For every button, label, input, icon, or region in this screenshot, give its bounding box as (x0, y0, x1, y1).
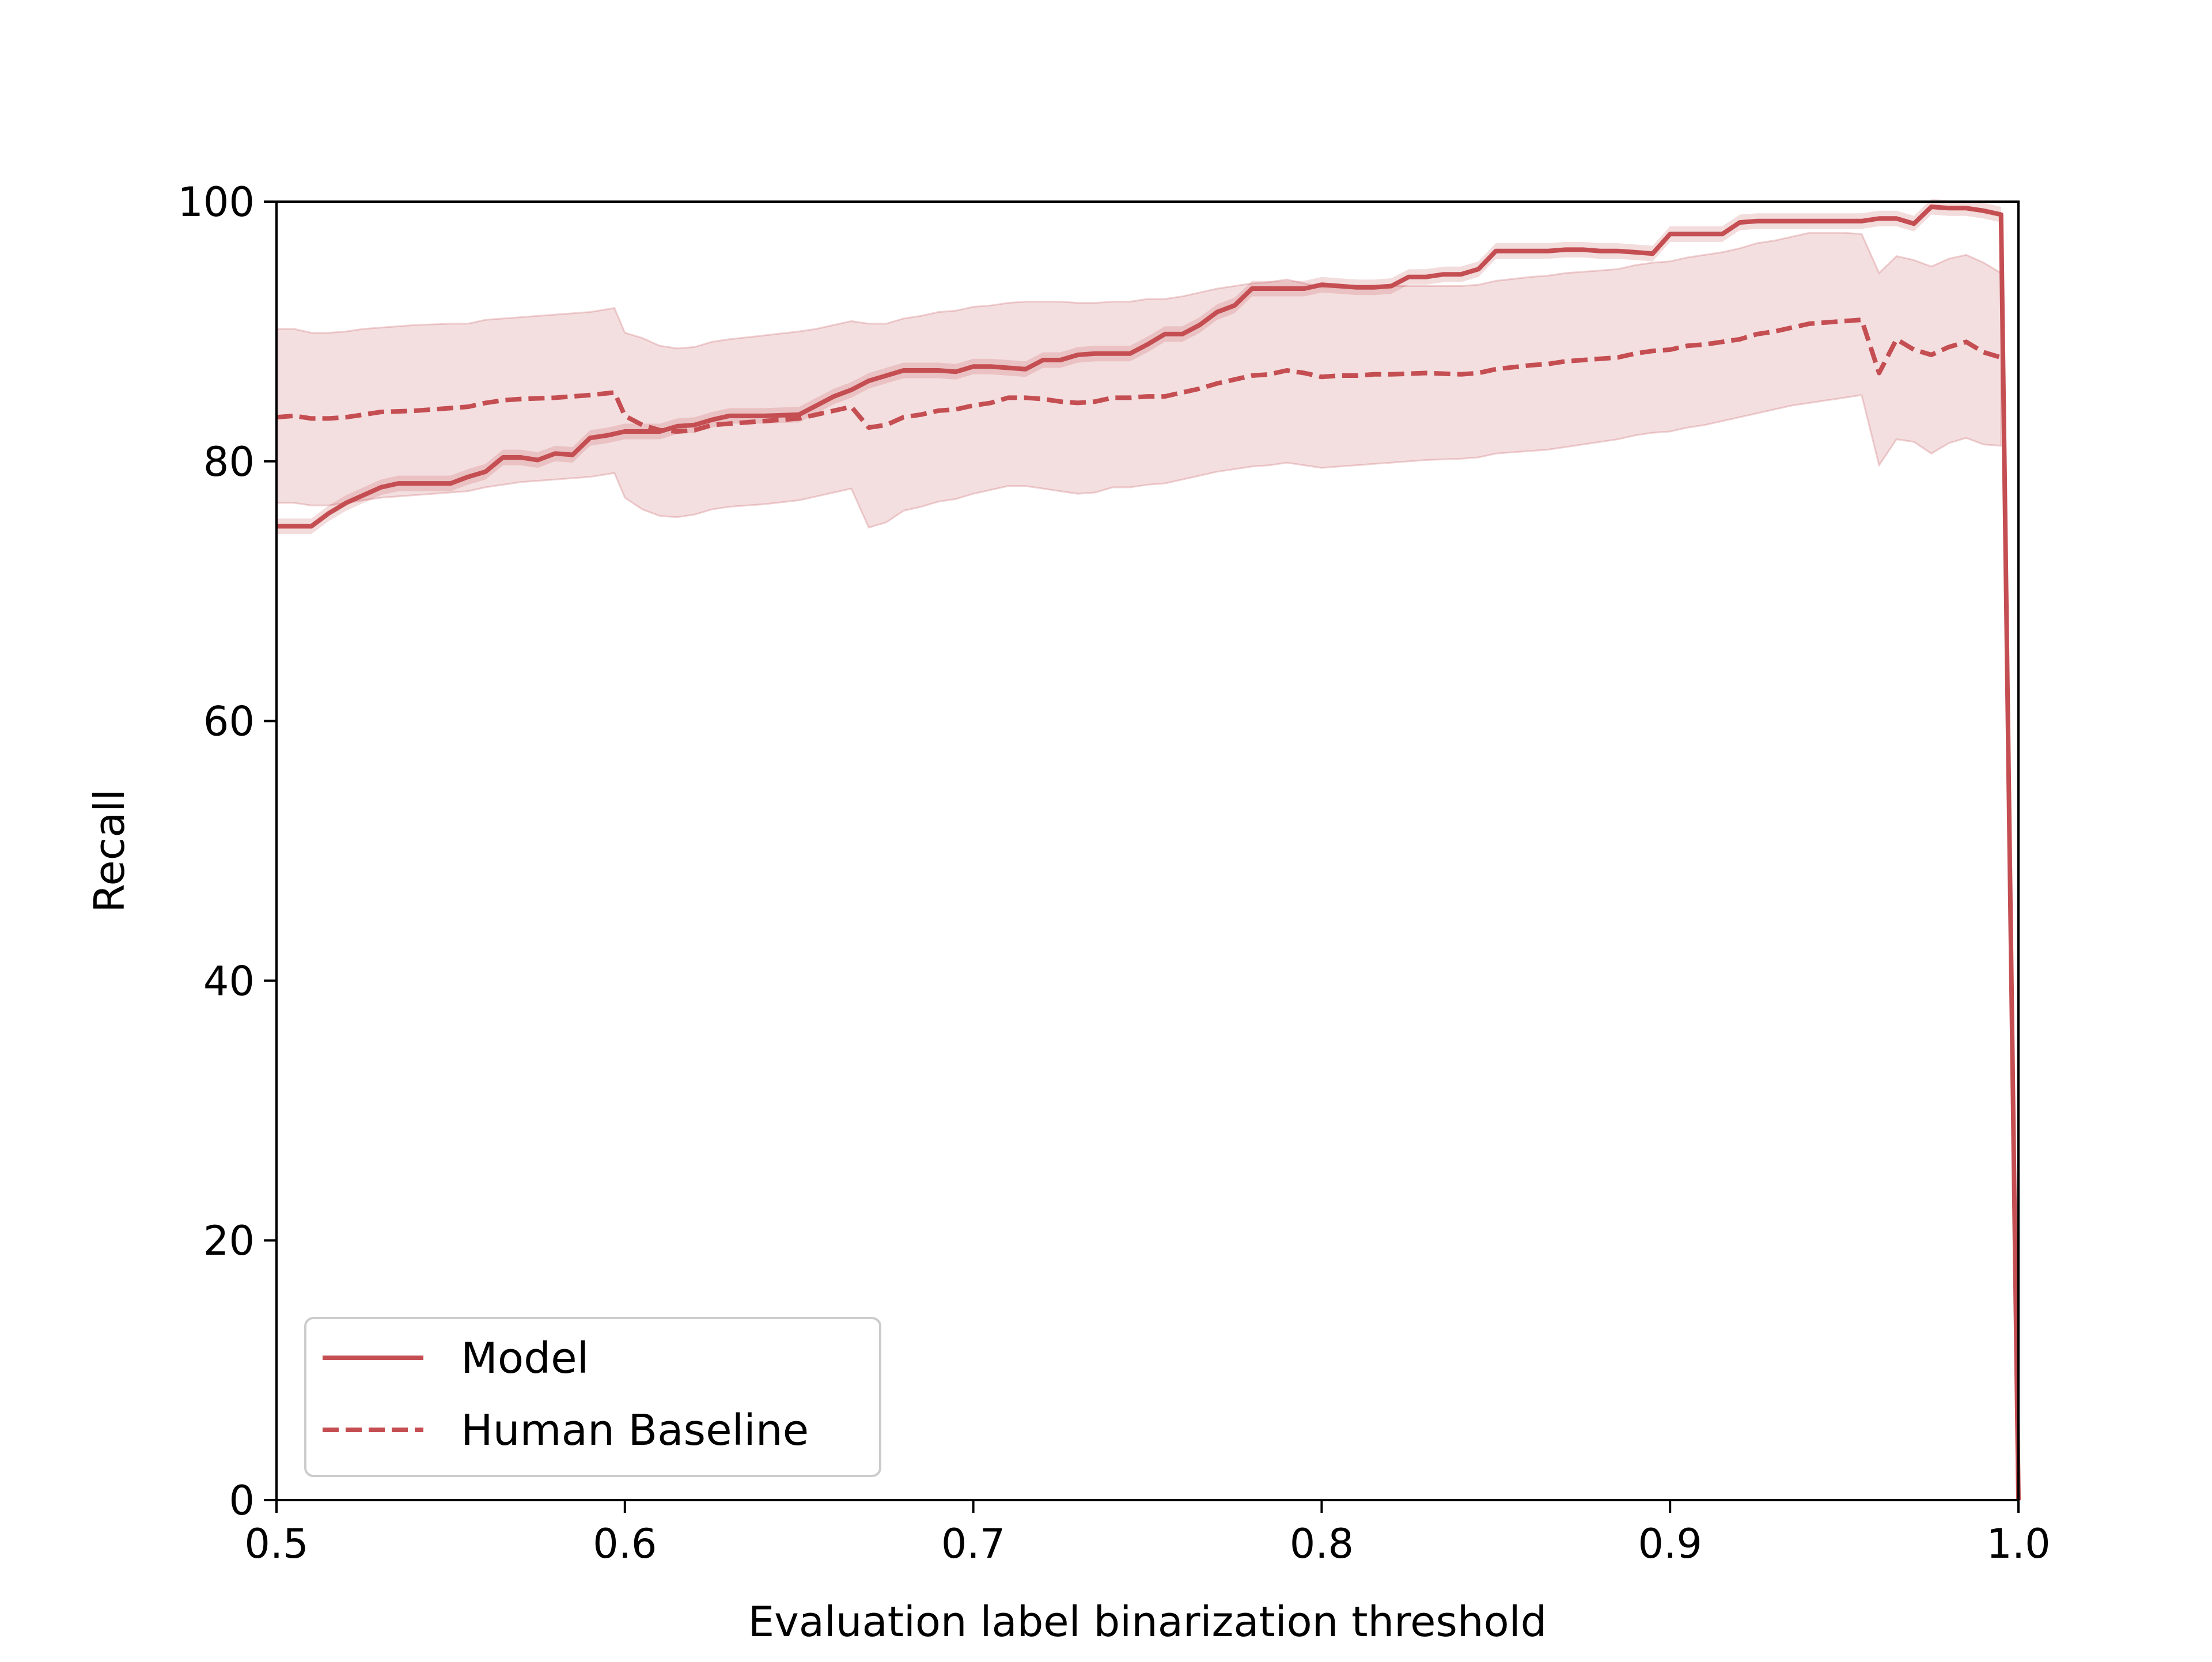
x-tick-label: 0.7 (941, 1520, 1005, 1568)
legend-label-human-baseline: Human Baseline (461, 1406, 809, 1455)
legend-box (304, 1317, 881, 1477)
human-baseline-series-line (276, 317, 2002, 434)
human-baseline-confidence-band (275, 232, 2002, 529)
y-tick-label: 40 (203, 957, 255, 1005)
x-tick-label: 0.9 (1638, 1520, 1702, 1568)
x-tick-label: 0.6 (593, 1520, 657, 1568)
model-series-line (276, 205, 2021, 1501)
x-tick-label: 1.0 (1986, 1520, 2050, 1568)
y-tick-label: 100 (177, 179, 255, 226)
y-tick-label: 60 (203, 698, 255, 745)
x-tick-label: 0.8 (1290, 1520, 1354, 1568)
y-tick-label: 80 (203, 438, 255, 486)
y-axis-label: Recall (85, 789, 134, 913)
legend: Model Human Baseline (304, 1317, 881, 1477)
x-axis-label: Evaluation label binarization threshold (748, 1597, 1547, 1646)
x-tick-label: 0.5 (244, 1520, 308, 1568)
y-tick-label: 0 (229, 1477, 255, 1524)
legend-label-model: Model (461, 1334, 589, 1383)
y-tick-label: 20 (203, 1217, 255, 1265)
plot-frame (275, 200, 2020, 1501)
